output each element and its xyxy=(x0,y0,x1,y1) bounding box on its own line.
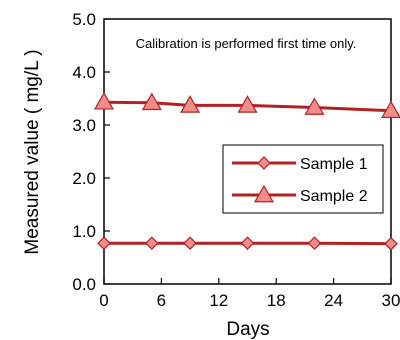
series-2-point xyxy=(141,92,162,111)
y-tick-label: 4.0 xyxy=(72,63,96,82)
series-1-point xyxy=(144,236,159,251)
y-tick-label: 1.0 xyxy=(72,222,96,241)
legend-label: Sample 1 xyxy=(300,156,368,173)
legend-label: Sample 2 xyxy=(300,188,368,205)
x-axis: 0 6 12 18 24 30 xyxy=(99,278,400,310)
series-2 xyxy=(93,92,400,119)
legend-items: Sample 1 Sample 2 xyxy=(232,156,368,205)
x-tick-label: 18 xyxy=(267,291,286,310)
y-axis: 0.0 1.0 2.0 3.0 4.0 5.0 xyxy=(72,10,110,294)
y-tick-label: 0.0 xyxy=(72,275,96,294)
x-axis-title: Days xyxy=(226,319,269,340)
x-tick-label: 6 xyxy=(157,291,166,310)
series-1 xyxy=(97,236,398,251)
x-tick-label: 0 xyxy=(99,291,108,310)
y-tick-label: 2.0 xyxy=(72,169,96,188)
legend-marker xyxy=(253,184,275,203)
series-2-point xyxy=(304,97,325,115)
legend: Sample 1 Sample 2 xyxy=(222,144,384,214)
series-1-line xyxy=(104,241,392,246)
series-2-line xyxy=(103,100,392,113)
series-layer xyxy=(93,92,400,251)
legend-box xyxy=(222,144,384,214)
series-2-point xyxy=(380,100,400,119)
chart-annotation: Calibration is performed first time only… xyxy=(136,36,357,51)
series-2-point xyxy=(237,95,258,113)
series-1-point xyxy=(240,236,255,251)
series-1-point xyxy=(307,236,322,251)
x-tick-label: 12 xyxy=(209,291,228,310)
series-2-point xyxy=(93,92,115,110)
x-tick-label: 30 xyxy=(382,291,400,310)
series-1-point xyxy=(384,236,398,251)
x-tick-label: 24 xyxy=(324,291,343,310)
y-tick-label: 5.0 xyxy=(72,10,96,29)
series-2-point xyxy=(180,95,201,113)
y-tick-label: 3.0 xyxy=(72,116,96,135)
legend-marker xyxy=(257,156,271,170)
series-1-point xyxy=(183,236,197,251)
series-1-point xyxy=(97,236,111,251)
y-axis-title: Measured value ( mg/L ) xyxy=(22,49,43,254)
